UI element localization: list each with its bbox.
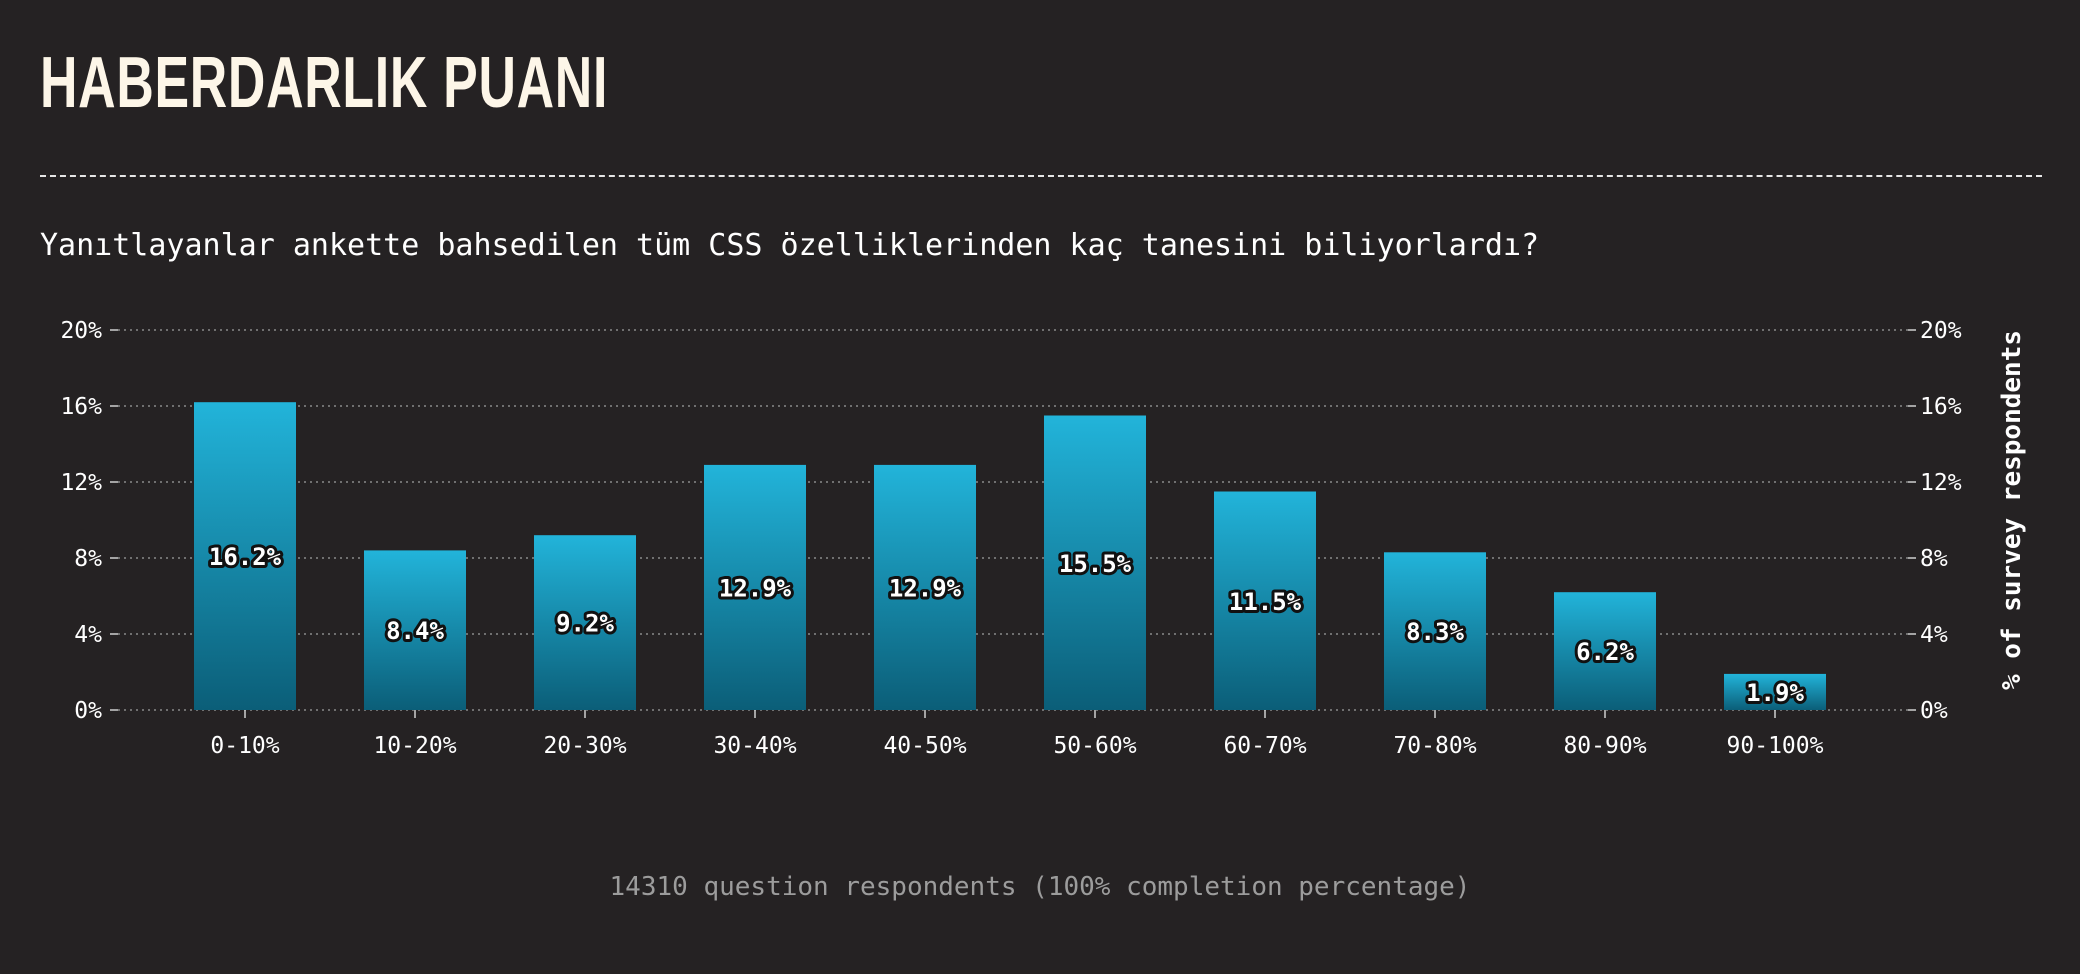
y-tick-label-left: 12% xyxy=(60,470,102,496)
x-tick-label: 60-70% xyxy=(1223,733,1306,759)
y-tick-label-right: 12% xyxy=(1920,470,1962,496)
bar-value-label: 16.2% xyxy=(209,543,282,571)
bar-value-label: 15.5% xyxy=(1059,550,1132,578)
x-tick-label: 50-60% xyxy=(1053,733,1136,759)
title-divider xyxy=(40,175,2042,177)
bar xyxy=(194,402,296,710)
bar xyxy=(1044,415,1146,710)
axis-layer: 0% 0% 4% 4% 8% 8% 12% 12% 16% 16% 20% 20% 0-10% 10-20… xyxy=(60,318,1961,759)
bar-value-label: 12.9% xyxy=(889,574,962,602)
respondents-note: 14310 question respondents (100% complet… xyxy=(609,872,1471,902)
x-tick-label: 40-50% xyxy=(883,733,966,759)
bar-value-label: 8.3% xyxy=(1406,618,1464,646)
bar-value-label: 9.2% xyxy=(556,610,614,638)
x-tick-label: 10-20% xyxy=(373,733,456,759)
label-layer: 16.2% 8.4% 9.2% 12.9% 12.9% 15.5% 11.5% 8.3% 6.2… xyxy=(206,540,1808,710)
y-tick-label-right: 4% xyxy=(1920,622,1948,648)
bar xyxy=(1384,552,1486,710)
bar-value-label: 1.9% xyxy=(1746,679,1804,707)
x-tick-label: 20-30% xyxy=(543,733,626,759)
y-axis-title: % of survey respondents xyxy=(1997,330,2027,690)
bar-value-label: 8.4% xyxy=(386,617,444,645)
x-tick-label: 80-90% xyxy=(1563,733,1646,759)
y-tick-label-right: 8% xyxy=(1920,546,1948,572)
x-tick-label: 30-40% xyxy=(713,733,796,759)
bar xyxy=(1724,673,1826,710)
y-tick-label-left: 4% xyxy=(74,622,102,648)
y-tick-label-right: 20% xyxy=(1920,318,1962,344)
x-tick-label: 90-100% xyxy=(1727,733,1824,759)
y-tick-label-left: 16% xyxy=(60,394,102,420)
bar xyxy=(704,464,806,710)
bar xyxy=(364,550,466,710)
bar-layer xyxy=(194,402,1826,710)
chart-question: Yanıtlayanlar ankette bahsedilen tüm CSS… xyxy=(40,228,1540,263)
bar xyxy=(534,535,636,710)
x-tick-label: 70-80% xyxy=(1393,733,1476,759)
y-tick-label-left: 8% xyxy=(74,546,102,572)
y-tick-label-right: 0% xyxy=(1920,698,1948,724)
bar xyxy=(1214,491,1316,710)
bar-value-label: 12.9% xyxy=(719,574,792,602)
y-tick-label-right: 16% xyxy=(1920,394,1962,420)
bar-value-label: 6.2% xyxy=(1576,638,1634,666)
x-tick-label: 0-10% xyxy=(210,733,279,759)
bar xyxy=(874,464,976,710)
grid-layer xyxy=(118,329,1908,711)
page-title: HABERDARLIK PUANI xyxy=(40,43,609,123)
y-tick-label-left: 20% xyxy=(60,318,102,344)
bar xyxy=(1554,592,1656,710)
bar-value-label: 11.5% xyxy=(1229,588,1302,616)
y-tick-label-left: 0% xyxy=(74,698,102,724)
